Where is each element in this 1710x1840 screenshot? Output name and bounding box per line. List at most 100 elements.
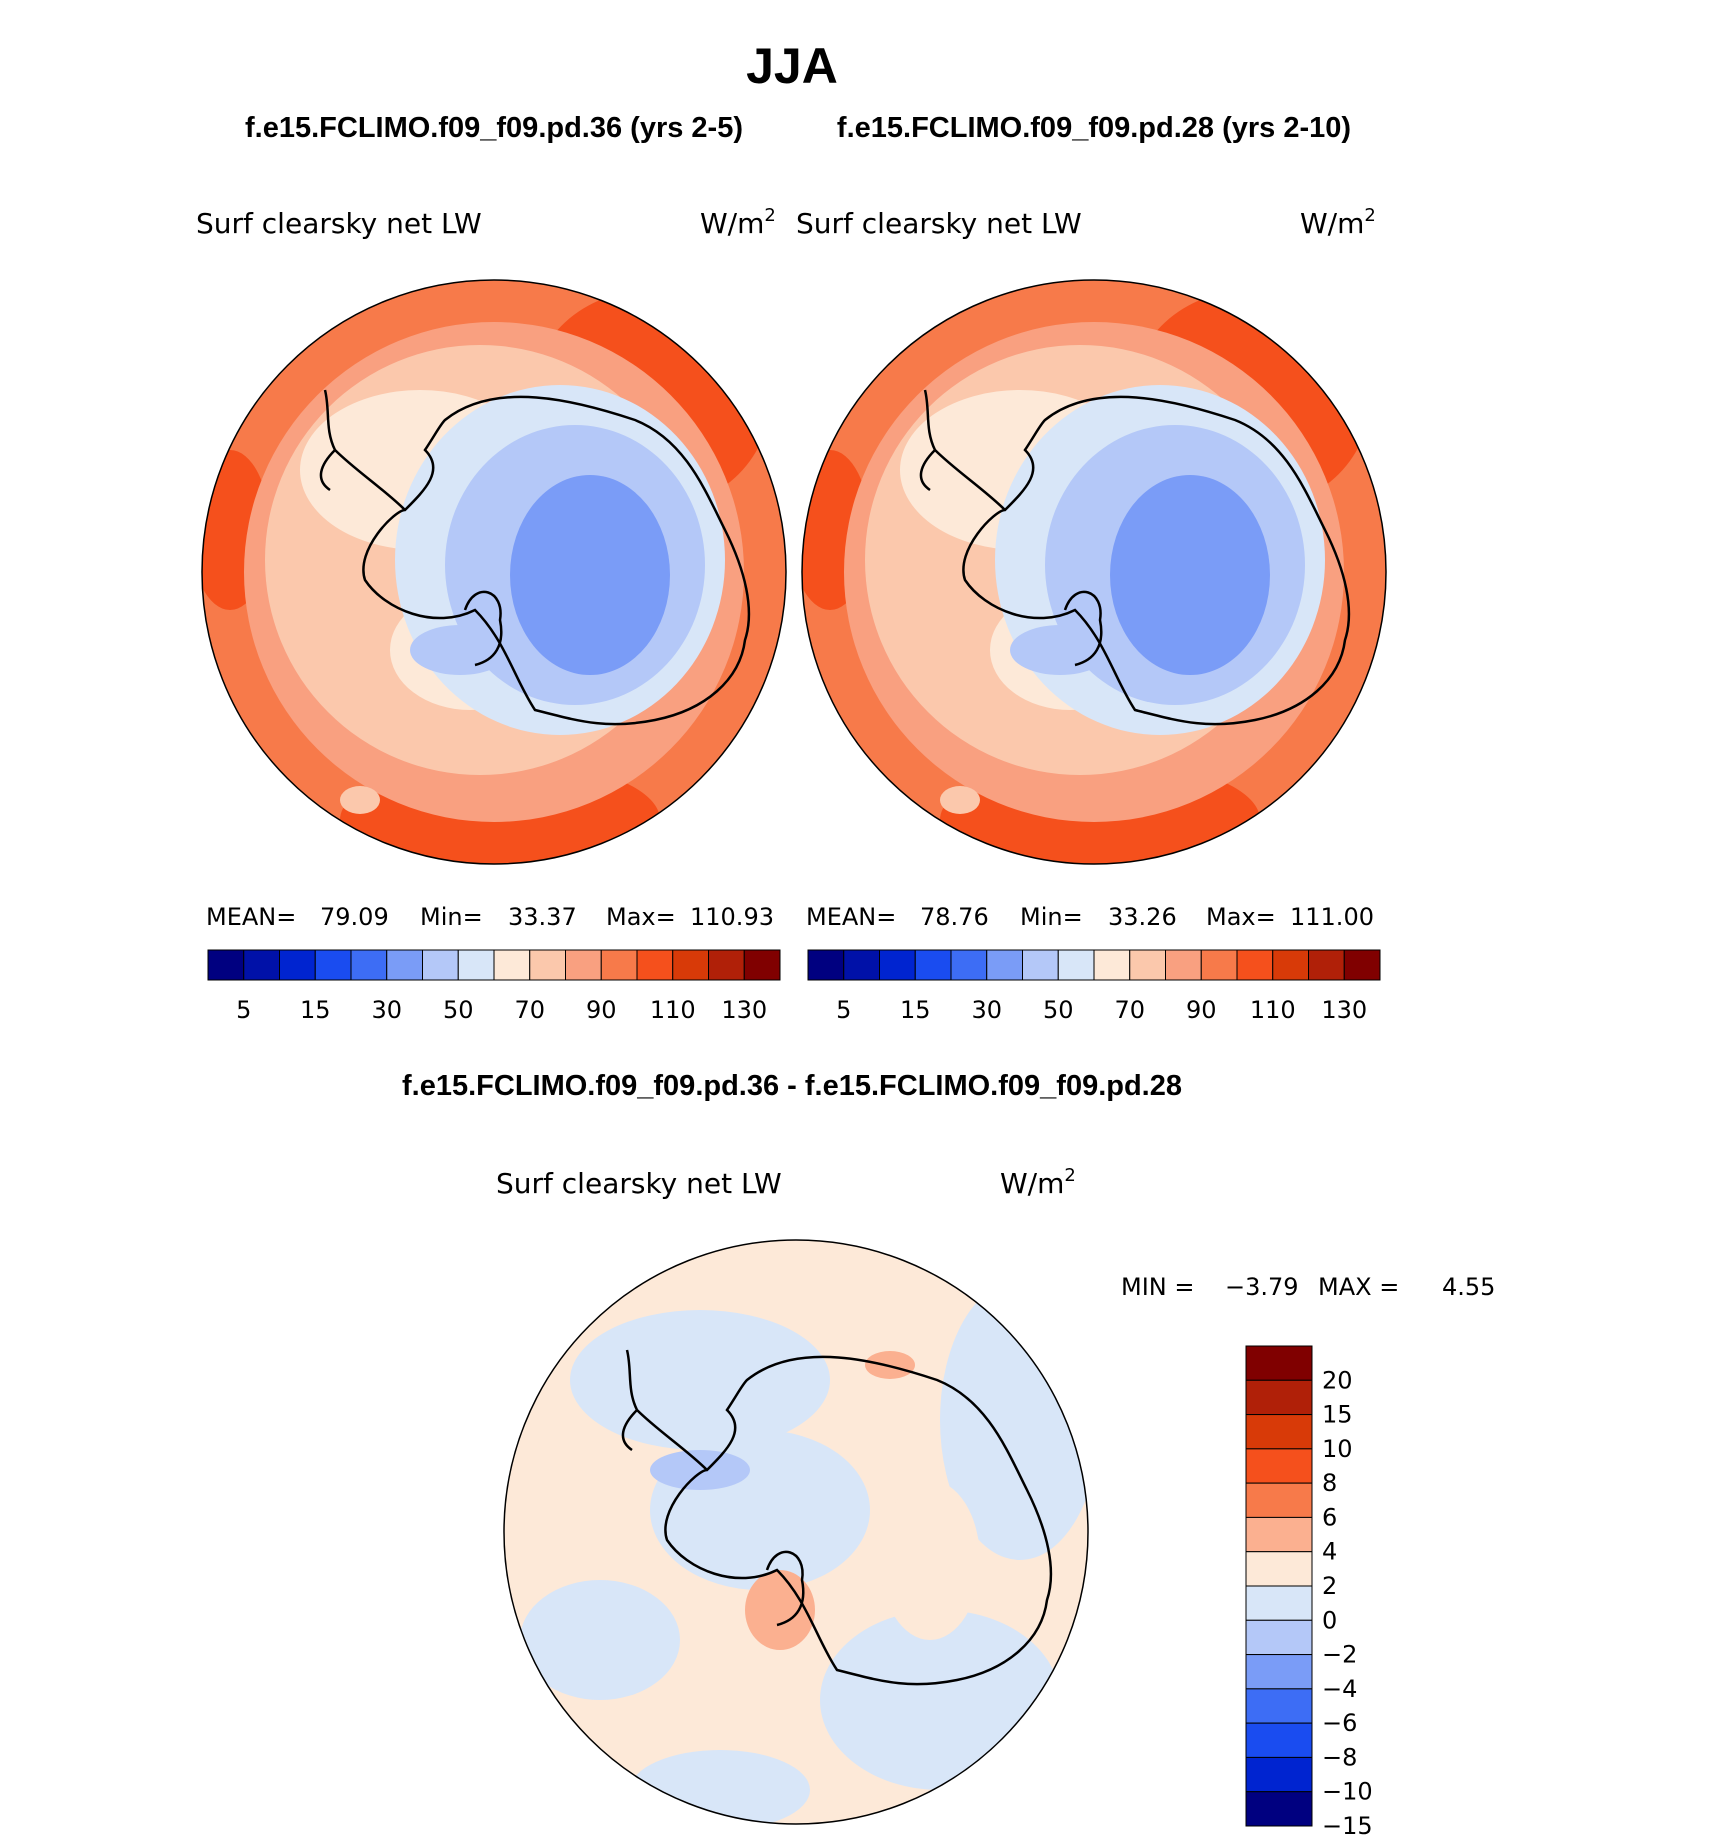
panel-a-colorbar-tick-label: 30 — [371, 996, 402, 1024]
case-label-left: f.e15.FCLIMO.f09_f09.pd.36 (yrs 2-5) — [245, 112, 743, 144]
panel-a-units: W/m2 — [700, 205, 776, 240]
panel-c-colorbar-swatch — [1245, 1585, 1313, 1621]
panel-b-mean: 78.76 — [920, 903, 989, 931]
panel-a-colorbar-swatch — [493, 949, 531, 981]
panel-b-colorbar-swatch — [1200, 949, 1238, 981]
panel-c-colorbar-tick-label: −10 — [1322, 1778, 1373, 1806]
panel-b-max: 111.00 — [1290, 903, 1374, 931]
panel-a-variable-title: Surf clearsky net LW — [196, 207, 482, 240]
page-title: JJA — [746, 38, 838, 94]
panel-a-colorbar: 5 15 30 50 70 90 110 130 — [207, 949, 781, 1024]
panel-a-max: 110.93 — [690, 903, 774, 931]
panel-b-colorbar-tick-label: 50 — [1043, 996, 1074, 1024]
panel-b-colorbar-tick-label: 30 — [971, 996, 1002, 1024]
panel-a-colorbar-swatch — [279, 949, 316, 981]
panel-b-colorbar-swatch — [879, 949, 916, 981]
panel-b-colorbar-tick-label: 90 — [1186, 996, 1217, 1024]
panel-c-colorbar-swatch — [1245, 1482, 1313, 1518]
panel-b-colorbar-tick-label: 15 — [900, 996, 931, 1024]
panel-a-max-label: Max= — [606, 903, 676, 931]
panel-a-colorbar-swatch — [243, 949, 280, 981]
panel-c-colorbar-swatch — [1245, 1448, 1313, 1484]
panel-c-colorbar-tick-label: 2 — [1322, 1572, 1337, 1600]
panel-c-colorbar-tick-label: 0 — [1322, 1606, 1337, 1634]
panel-a-colorbar-swatch — [386, 949, 423, 981]
panel-a-units-exp: 2 — [764, 205, 775, 226]
panel-c-colorbar-swatch — [1245, 1722, 1313, 1758]
panel-b-colorbar-swatch — [986, 949, 1023, 981]
panel-c-colorbar-tick-label: 15 — [1322, 1401, 1353, 1429]
panel-b-colorbar-swatch — [1308, 949, 1345, 981]
panel-c-colorbar-swatch — [1245, 1756, 1313, 1793]
panel-b-units-base: W/m — [1300, 207, 1364, 240]
panel-a-colorbar-tick-label: 5 — [236, 996, 251, 1024]
panel-c-colorbar-swatch — [1245, 1379, 1313, 1416]
panel-b-variable-title: Surf clearsky net LW — [796, 207, 1082, 240]
panel-a-colorbar-swatch — [565, 949, 602, 981]
panel-c-colorbar-swatch — [1245, 1414, 1313, 1450]
panel-b-colorbar-swatch — [1236, 949, 1274, 981]
panel-c-colorbar-tick-label: 10 — [1322, 1435, 1353, 1463]
panel-c-colorbar-tick-label: 20 — [1322, 1366, 1353, 1394]
panel-a-colorbar-swatch — [350, 949, 388, 981]
panel-a-colorbar-swatch — [457, 949, 495, 981]
panel-a-min-label: Min= — [420, 903, 483, 931]
panel-c-colorbar-swatch — [1245, 1791, 1313, 1827]
panel-b-colorbar-swatch — [843, 949, 880, 981]
panel-a-colorbar-tick-label: 90 — [586, 996, 617, 1024]
panel-b-colorbar-swatch — [1165, 949, 1202, 981]
panel-a-colorbar-tick-label: 15 — [300, 996, 331, 1024]
panel-b-colorbar-tick-label: 130 — [1321, 996, 1367, 1024]
diff-title: f.e15.FCLIMO.f09_f09.pd.36 - f.e15.FCLIM… — [402, 1070, 1182, 1102]
panel-a-stats: MEAN= 79.09 Min= 33.37 Max= 110.93 — [206, 903, 774, 931]
case-label-right: f.e15.FCLIMO.f09_f09.pd.28 (yrs 2-10) — [837, 112, 1351, 144]
panel-b-max-label: Max= — [1206, 903, 1276, 931]
panel-b-colorbar-swatch — [807, 949, 845, 981]
panel-c-min: −3.79 — [1225, 1273, 1299, 1301]
panel-a-colorbar-swatch — [314, 949, 352, 981]
panel-a-colorbar-swatch — [422, 949, 459, 981]
panel-c-max: 4.55 — [1442, 1273, 1495, 1301]
panel-b-colorbar-swatch — [1093, 949, 1131, 981]
panel-b-colorbar-swatch — [1129, 949, 1166, 981]
panel-c-colorbar-swatch — [1245, 1654, 1313, 1690]
panel-a-units-base: W/m — [700, 207, 764, 240]
panel-b-colorbar-tick-label: 70 — [1114, 996, 1145, 1024]
panel-case-b: Surf clearsky net LW W/m2 — [796, 205, 1387, 1024]
panel-b-colorbar-tick-label: 110 — [1250, 996, 1296, 1024]
panel-case-a: Surf clearsky net LW W/m2 — [196, 205, 787, 1024]
panel-a-colorbar-tick-label: 110 — [650, 996, 696, 1024]
panel-c-units: W/m2 — [1000, 1165, 1076, 1200]
panel-b-units: W/m2 — [1300, 205, 1376, 240]
panel-c-colorbar-tick-label: −2 — [1322, 1641, 1357, 1669]
panel-a-polar-map — [202, 280, 786, 864]
panel-c-colorbar-swatch — [1245, 1516, 1313, 1553]
panel-b-min: 33.26 — [1108, 903, 1177, 931]
panel-a-colorbar-swatch — [708, 949, 745, 981]
panel-c-units-base: W/m — [1000, 1167, 1064, 1200]
panel-c-colorbar-tick-label: 6 — [1322, 1503, 1337, 1531]
panel-b-colorbar-swatch — [1272, 949, 1309, 981]
panel-b-colorbar-swatch — [914, 949, 952, 981]
panel-c-colorbar-swatch — [1245, 1345, 1313, 1381]
panel-c-min-label: MIN = — [1121, 1273, 1194, 1301]
panel-a-mean-label: MEAN= — [206, 903, 296, 931]
panel-c-colorbar-tick-label: −8 — [1322, 1743, 1357, 1771]
panel-c-colorbar-tick-label: −15 — [1322, 1812, 1373, 1840]
panel-c-colorbar-swatch — [1245, 1688, 1313, 1724]
panel-c-colorbar-tick-label: 4 — [1322, 1538, 1337, 1566]
panel-c-polar-map — [504, 1240, 1088, 1824]
panel-a-colorbar-tick-label: 70 — [514, 996, 545, 1024]
panel-b-mean-label: MEAN= — [806, 903, 896, 931]
panel-c-max-label: MAX = — [1318, 1273, 1399, 1301]
panel-c-colorbar-tick-label: −4 — [1322, 1675, 1357, 1703]
panel-a-mean: 79.09 — [320, 903, 389, 931]
panel-a-colorbar-swatch — [636, 949, 674, 981]
panel-a-colorbar-tick-label: 50 — [443, 996, 474, 1024]
panel-b-colorbar-swatch — [950, 949, 988, 981]
panel-b-colorbar-swatch — [1343, 949, 1381, 981]
panel-b-colorbar-swatch — [1057, 949, 1095, 981]
panel-c-units-exp: 2 — [1064, 1165, 1075, 1186]
